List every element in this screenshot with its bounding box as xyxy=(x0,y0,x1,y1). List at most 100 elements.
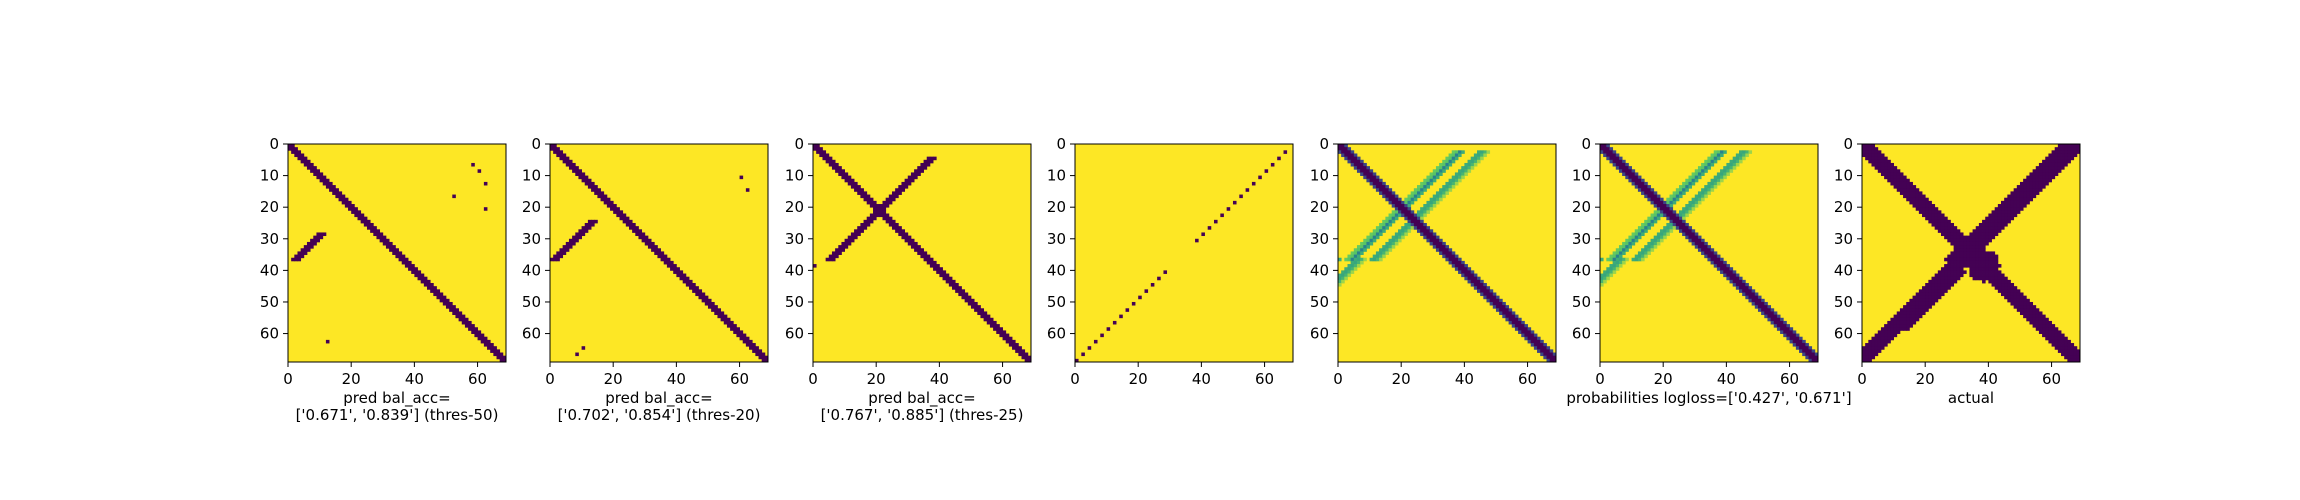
heatmap-cell xyxy=(319,175,324,180)
heatmap-cell xyxy=(1975,251,1980,255)
heatmap-cell xyxy=(891,197,896,202)
heatmap-cell xyxy=(1928,292,1932,297)
heatmap-cell xyxy=(1877,150,1882,154)
heatmap-cell xyxy=(1912,308,1917,312)
heatmap-cell xyxy=(701,295,706,300)
heatmap-cell xyxy=(1780,324,1784,328)
heatmap-cell xyxy=(2057,169,2062,173)
heatmap-cell xyxy=(1985,260,1989,265)
heatmap-cell xyxy=(1656,194,1661,199)
heatmap-cell xyxy=(1903,185,1907,189)
heatmap-cell xyxy=(917,169,921,173)
heatmap-cell xyxy=(1644,219,1648,224)
y-tick-label: 60 xyxy=(785,325,804,343)
heatmap-cell xyxy=(313,238,317,243)
heatmap-cell xyxy=(2010,283,2015,287)
heatmap-cell xyxy=(1732,156,1737,161)
heatmap-cell xyxy=(873,200,877,205)
heatmap-cell xyxy=(996,330,1000,334)
heatmap-cell xyxy=(1688,229,1693,233)
heatmap-cell xyxy=(2064,349,2068,353)
heatmap-cell xyxy=(904,181,909,186)
heatmap-cell xyxy=(613,204,617,208)
heatmap-cell xyxy=(1899,327,1904,331)
heatmap-cell xyxy=(869,213,874,218)
heatmap-cell xyxy=(404,260,409,265)
heatmap-cell xyxy=(749,346,753,350)
heatmap-cell xyxy=(983,317,988,322)
heatmap-cell xyxy=(616,207,620,211)
heatmap-cell xyxy=(1963,264,1967,268)
heatmap-cell xyxy=(1966,260,1970,265)
heatmap-cell xyxy=(1363,248,1367,252)
heatmap-cell xyxy=(1896,175,1901,180)
heatmap-cell xyxy=(1931,301,1936,306)
heatmap-cell xyxy=(1625,169,1629,173)
heatmap-cell xyxy=(1739,156,1743,161)
heatmap-cell xyxy=(1615,156,1620,161)
heatmap-cell xyxy=(1511,317,1516,322)
heatmap-cell xyxy=(1360,241,1364,246)
heatmap-cell xyxy=(1416,222,1421,227)
heatmap-cell xyxy=(1899,311,1904,316)
heatmap-cell xyxy=(1495,298,1500,303)
heatmap-cell xyxy=(1391,241,1396,246)
heatmap-cell xyxy=(1862,358,1866,363)
heatmap-cell xyxy=(1742,286,1746,290)
heatmap-cell xyxy=(2013,197,2018,202)
heatmap-cell xyxy=(958,286,962,290)
heatmap-cell xyxy=(1442,254,1446,259)
heatmap-cell xyxy=(1647,251,1651,255)
heatmap-cell xyxy=(2029,197,2034,202)
heatmap-cell xyxy=(1729,162,1734,167)
heatmap-cell xyxy=(1410,191,1415,195)
heatmap-cell xyxy=(1407,219,1412,224)
heatmap-cell xyxy=(1669,207,1674,211)
heatmap-cell xyxy=(2026,188,2030,192)
heatmap-cell xyxy=(306,159,311,164)
heatmap-cell xyxy=(866,197,871,202)
heatmap-cell xyxy=(1975,257,1980,262)
heatmap-cell xyxy=(1144,289,1149,293)
heatmap-cell xyxy=(2013,289,2018,293)
heatmap-cell xyxy=(1394,213,1399,218)
heatmap-cell xyxy=(2004,213,2008,218)
heatmap-cell xyxy=(1391,191,1396,195)
heatmap-cell xyxy=(635,226,639,230)
heatmap-cell xyxy=(1492,305,1497,309)
heatmap-cell xyxy=(1663,213,1667,218)
heatmap-cell xyxy=(1401,204,1405,208)
heatmap-cell xyxy=(1745,289,1749,293)
heatmap-cell xyxy=(1966,238,1970,243)
heatmap-cell xyxy=(319,178,324,183)
heatmap-cell xyxy=(1477,156,1481,161)
heatmap-cell xyxy=(1473,153,1478,158)
heatmap-cell xyxy=(1514,317,1519,322)
heatmap-cell xyxy=(1972,238,1977,243)
heatmap-cell xyxy=(1451,150,1456,154)
heatmap-cell xyxy=(1480,150,1484,154)
y-tick-label: 10 xyxy=(260,167,279,185)
heatmap-cell xyxy=(1893,169,1898,173)
heatmap-cell xyxy=(433,292,437,297)
heatmap-cell xyxy=(764,355,769,360)
heatmap-cell xyxy=(2001,279,2005,284)
heatmap-cell xyxy=(1918,210,1923,214)
heatmap-cell xyxy=(1934,273,1939,278)
heatmap-cell xyxy=(411,270,415,274)
heatmap-cell xyxy=(1499,308,1503,312)
heatmap-cell xyxy=(1688,175,1693,180)
heatmap-cell xyxy=(1937,286,1942,290)
heatmap-cell xyxy=(1707,159,1711,164)
heatmap-cell xyxy=(1350,257,1355,262)
heatmap-cell xyxy=(844,241,849,246)
heatmap-cell xyxy=(676,273,680,278)
heatmap-cell xyxy=(1697,245,1702,249)
heatmap-cell xyxy=(1634,175,1639,180)
heatmap-cell xyxy=(2035,166,2040,170)
heatmap-cell xyxy=(1770,320,1775,325)
x-axis-label: pred bal_acc= xyxy=(868,389,976,408)
heatmap-cell xyxy=(657,254,661,259)
heatmap-cell xyxy=(1420,181,1424,186)
heatmap-cell xyxy=(2019,295,2024,300)
